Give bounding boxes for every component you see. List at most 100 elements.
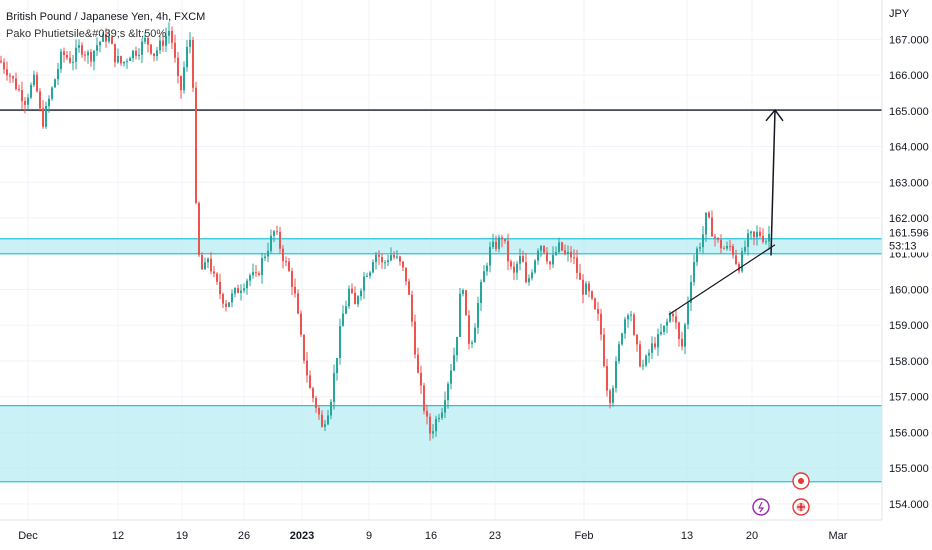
candle: [291, 271, 293, 287]
candle: [393, 255, 395, 258]
candle: [276, 231, 278, 233]
x-tick-label: 20: [746, 530, 758, 542]
candle: [363, 276, 365, 291]
candle: [270, 235, 272, 251]
candle: [99, 41, 101, 46]
candle: [135, 50, 137, 56]
candle: [366, 275, 368, 277]
candle: [378, 254, 380, 257]
candle: [210, 258, 212, 272]
candle: [261, 258, 263, 276]
candle: [216, 273, 218, 282]
x-tick-label: 2023: [290, 530, 314, 542]
candle: [753, 231, 755, 238]
candle: [441, 412, 443, 418]
candle: [450, 370, 452, 384]
candle: [132, 50, 134, 59]
candle: [171, 30, 173, 43]
candle: [417, 354, 419, 373]
candle: [717, 238, 719, 240]
candle: [45, 105, 47, 127]
candle: [336, 357, 338, 374]
candle: [609, 390, 611, 403]
candle: [549, 261, 551, 265]
candle: [624, 319, 626, 334]
candle: [636, 334, 638, 345]
candle: [474, 327, 476, 343]
candle: [639, 344, 641, 367]
candle: [252, 272, 254, 276]
candle: [396, 256, 398, 258]
x-tick-label: Dec: [18, 530, 38, 542]
candle: [198, 202, 200, 256]
candle: [411, 294, 413, 322]
candle: [387, 260, 389, 263]
candle: [108, 36, 110, 42]
candle: [384, 262, 386, 264]
candle: [684, 324, 686, 347]
candle: [309, 375, 311, 389]
candle: [303, 334, 305, 361]
candle: [279, 231, 281, 249]
candle: [420, 372, 422, 386]
candle: [231, 293, 233, 303]
candle: [588, 283, 590, 292]
candle: [630, 314, 632, 316]
candle: [675, 316, 677, 323]
candle: [594, 298, 596, 309]
symbol-title[interactable]: British Pound / Japanese Yen, 4h, FXCM: [6, 11, 206, 23]
candle: [762, 235, 764, 242]
lightning-icon-glyph: [758, 501, 765, 513]
candle: [156, 50, 158, 57]
candle: [30, 85, 32, 98]
x-tick-label: 12: [112, 530, 124, 542]
candle: [531, 272, 533, 279]
indicator-label[interactable]: Pako Phutietsile&#039;s &lt;50%: [6, 28, 167, 40]
candle: [105, 34, 107, 42]
candle: [597, 308, 599, 314]
candle: [546, 252, 548, 262]
candle: [477, 302, 479, 328]
candle: [507, 240, 509, 262]
candle: [12, 76, 14, 79]
candle: [57, 69, 59, 80]
candle: [642, 365, 644, 367]
x-tick-label: 19: [176, 530, 188, 542]
candle: [645, 355, 647, 366]
candle: [345, 306, 347, 314]
candle: [726, 245, 728, 249]
candle: [114, 43, 116, 63]
candle: [687, 302, 689, 325]
candle: [399, 256, 401, 262]
candle: [519, 255, 521, 264]
candle: [123, 61, 125, 64]
candle: [567, 251, 569, 254]
candle: [282, 248, 284, 262]
candle: [39, 91, 41, 109]
candle: [72, 61, 74, 63]
lightning-icon: [752, 498, 770, 516]
candle: [708, 212, 710, 218]
resistance-zone: [0, 238, 882, 254]
candle: [525, 262, 527, 283]
candle: [768, 233, 770, 242]
last-price-label: 161.596: [889, 227, 929, 239]
candle: [738, 263, 740, 272]
candle: [144, 37, 146, 42]
candle: [96, 45, 98, 51]
candle: [744, 246, 746, 252]
candle: [504, 239, 506, 241]
candle: [600, 313, 602, 335]
y-tick-label: 154.000: [889, 499, 929, 511]
x-tick-label: Feb: [575, 530, 594, 542]
candle: [54, 79, 56, 88]
candle: [174, 42, 176, 58]
candle: [360, 290, 362, 297]
candle: [234, 288, 236, 294]
candle: [21, 90, 23, 102]
candle: [75, 47, 77, 62]
candle: [189, 40, 191, 47]
candle: [627, 315, 629, 320]
last-price-box: [884, 224, 932, 253]
